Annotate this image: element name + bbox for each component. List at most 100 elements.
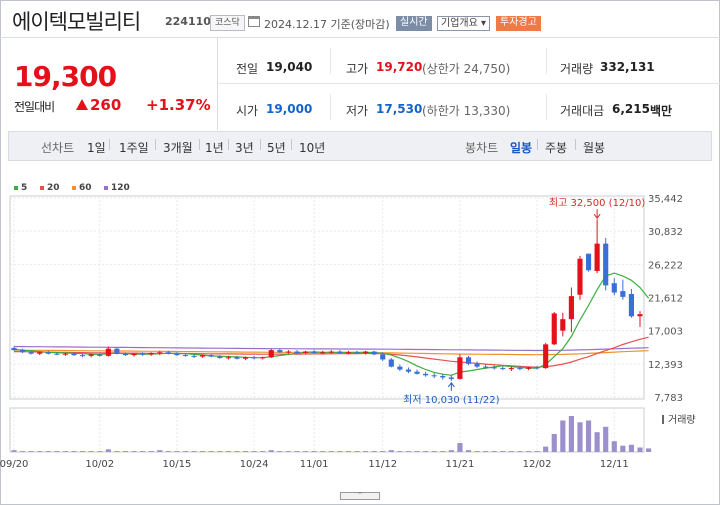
volume-bar xyxy=(388,450,394,452)
candle-body xyxy=(483,366,489,368)
volume-bar xyxy=(174,451,180,452)
candle-body xyxy=(251,357,257,359)
candle-body xyxy=(225,357,231,359)
volume-bar xyxy=(157,450,163,452)
volume-bar xyxy=(414,451,420,452)
amount-unit: 백만 xyxy=(650,104,673,118)
x-tick-label: 12/11 xyxy=(600,459,629,470)
candle-body xyxy=(174,353,180,356)
candle-body xyxy=(45,352,51,354)
candle-body xyxy=(448,377,454,379)
volume-bar xyxy=(208,451,214,452)
volume-bar xyxy=(405,451,412,452)
period-monthly[interactable]: 월봉 xyxy=(583,141,606,155)
period-1y[interactable]: 1년 xyxy=(205,141,224,155)
legend-ma5: 5 xyxy=(14,183,27,193)
candle-body xyxy=(97,354,103,356)
x-tick-label: 11/12 xyxy=(368,459,397,470)
period-daily[interactable]: 일봉 xyxy=(510,141,533,155)
candle-body xyxy=(114,348,120,354)
volume-bar xyxy=(517,451,523,452)
volume-bar xyxy=(646,448,652,452)
volume-bar xyxy=(234,451,240,452)
price-summary: 19,300 전일대비 260 +1.37% xyxy=(0,38,218,130)
candle-body xyxy=(534,367,540,369)
volume-axis-label: 거래량 xyxy=(668,414,696,426)
chart-scroll-handle[interactable]: ⌃ xyxy=(340,492,380,500)
candle-body xyxy=(457,357,463,379)
company-overview-dropdown[interactable]: 기업개요 ▾ xyxy=(437,16,490,31)
legend-ma120: 120 xyxy=(104,183,130,193)
current-price: 19,300 xyxy=(14,60,117,93)
candle-body xyxy=(585,253,592,271)
volume-bar xyxy=(363,451,369,452)
open-label: 시가 xyxy=(236,104,259,118)
candle-body xyxy=(388,359,394,367)
volume-bar xyxy=(88,451,94,452)
candle-body xyxy=(311,351,317,353)
x-tick-label: 10/02 xyxy=(85,459,114,470)
volume-bar xyxy=(54,451,60,452)
candle-body xyxy=(337,351,343,353)
volume-bar xyxy=(568,416,574,452)
x-tick-label: 10/15 xyxy=(163,459,192,470)
period-1d[interactable]: 1일 xyxy=(87,141,106,155)
volume-bar xyxy=(440,451,446,452)
candle-body xyxy=(603,243,609,286)
candle-body xyxy=(200,355,206,357)
candle-body xyxy=(594,243,600,271)
period-1w[interactable]: 1주일 xyxy=(119,141,149,155)
volume-value: 332,131 xyxy=(600,60,655,74)
candle-body xyxy=(191,355,197,357)
x-tick-label: 11/01 xyxy=(300,459,329,470)
line-chart-label: 선차트 xyxy=(41,141,75,155)
y-tick-label: 35,442 xyxy=(648,194,683,205)
volume-bar xyxy=(37,451,43,452)
volume-bar xyxy=(500,451,506,452)
volume-bar xyxy=(62,451,69,452)
period-5y[interactable]: 5년 xyxy=(267,141,286,155)
volume-bar xyxy=(251,451,257,452)
low-annotation: 최저 10,030 (11/22) xyxy=(403,394,499,406)
period-3y[interactable]: 3년 xyxy=(235,141,254,155)
candle-body xyxy=(577,258,583,295)
volume-bar xyxy=(182,451,189,452)
high-arrow-head xyxy=(593,213,601,220)
volume-bar xyxy=(45,451,51,452)
candle-body xyxy=(80,355,86,357)
candle-body xyxy=(568,296,574,320)
volume-bar xyxy=(577,422,583,452)
realtime-button[interactable]: 실시간 xyxy=(396,16,432,31)
investment-warning-badge[interactable]: 투자경고 xyxy=(496,16,541,31)
candle-body xyxy=(491,367,497,369)
candle-body xyxy=(474,363,480,367)
volume-bar xyxy=(637,447,643,452)
candle-body xyxy=(423,373,429,376)
volume-bar xyxy=(585,420,592,452)
candle-body xyxy=(363,351,369,353)
volume-bar xyxy=(603,426,609,452)
volume-label: 거래량 xyxy=(560,62,594,76)
volume-bar xyxy=(525,451,532,452)
candle-body xyxy=(500,368,506,370)
volume-bar xyxy=(337,451,343,452)
candle-body xyxy=(62,353,69,355)
volume-bar xyxy=(217,451,223,452)
y-tick-label: 21,612 xyxy=(648,294,683,305)
period-bar: 선차트 1일 1주일 3개월 1년 3년 5년 10년 봉차트 일봉 주봉 월봉 xyxy=(8,131,712,161)
market-badge: 코스닥 xyxy=(210,15,245,31)
high-label: 고가 xyxy=(346,62,369,76)
period-3m[interactable]: 3개월 xyxy=(163,141,193,155)
upper-limit: (상한가 24,750) xyxy=(422,62,511,76)
volume-marker xyxy=(662,415,664,424)
period-10y[interactable]: 10년 xyxy=(299,141,326,155)
calendar-icon xyxy=(248,16,260,27)
stock-name: 에이텍모빌리티 xyxy=(12,10,141,34)
volume-bar xyxy=(122,451,129,452)
x-tick-label: 11/21 xyxy=(446,459,475,470)
volume-bar xyxy=(483,451,489,452)
period-weekly[interactable]: 주봉 xyxy=(545,141,568,155)
candle-body xyxy=(543,344,549,369)
candle-body xyxy=(628,293,634,317)
candle-body xyxy=(105,348,111,356)
